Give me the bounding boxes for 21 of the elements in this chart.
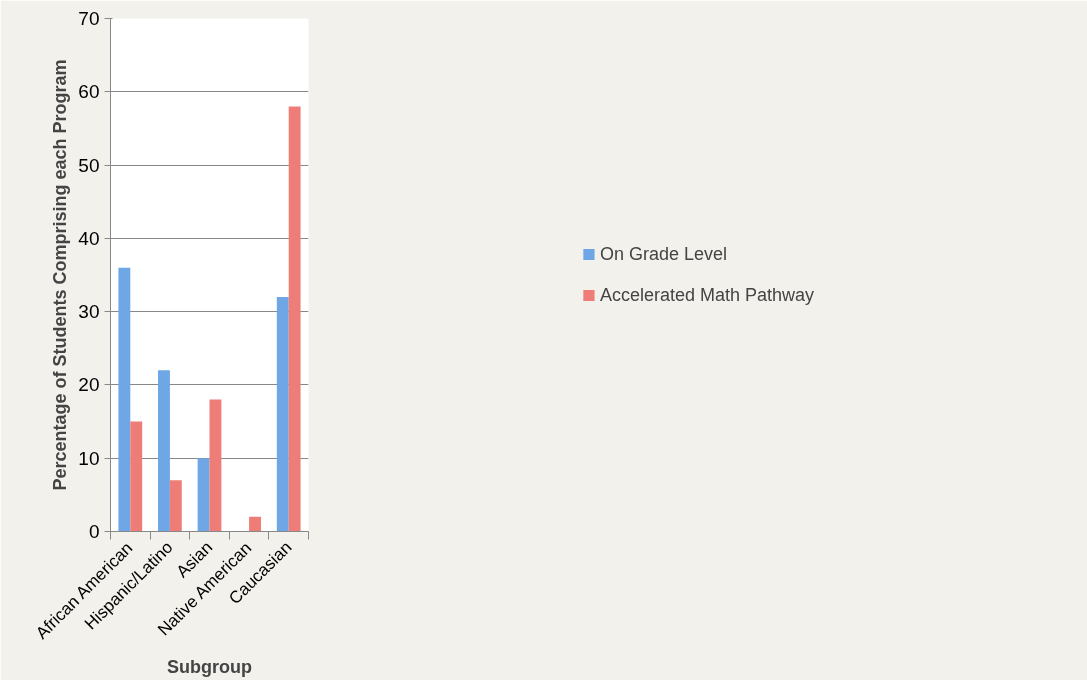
x-axis-title: Subgroup: [167, 657, 252, 678]
y-axis-title: Percentage of Students Comprising each Program: [50, 59, 71, 491]
legend-label: Accelerated Math Pathway: [599, 284, 815, 306]
bar: [197, 458, 210, 532]
bar: [288, 106, 301, 532]
bar: [209, 399, 222, 532]
y-tick-label: 30: [78, 301, 100, 323]
y-tick-label: 0: [88, 521, 100, 542]
y-tick-label: 40: [78, 227, 100, 249]
bar: [158, 370, 170, 532]
y-tick-label: 20: [78, 374, 100, 396]
y-tick-label: 10: [78, 447, 100, 469]
y-tick-label: 50: [78, 154, 100, 176]
bar: [118, 267, 131, 532]
legend-label: On Grade Level: [599, 243, 728, 265]
bar: [130, 421, 143, 532]
bar: [249, 516, 261, 532]
bar: [169, 480, 182, 532]
bar: [276, 296, 289, 532]
y-tick-label: 70: [78, 8, 100, 29]
y-tick-label: 60: [78, 81, 100, 103]
